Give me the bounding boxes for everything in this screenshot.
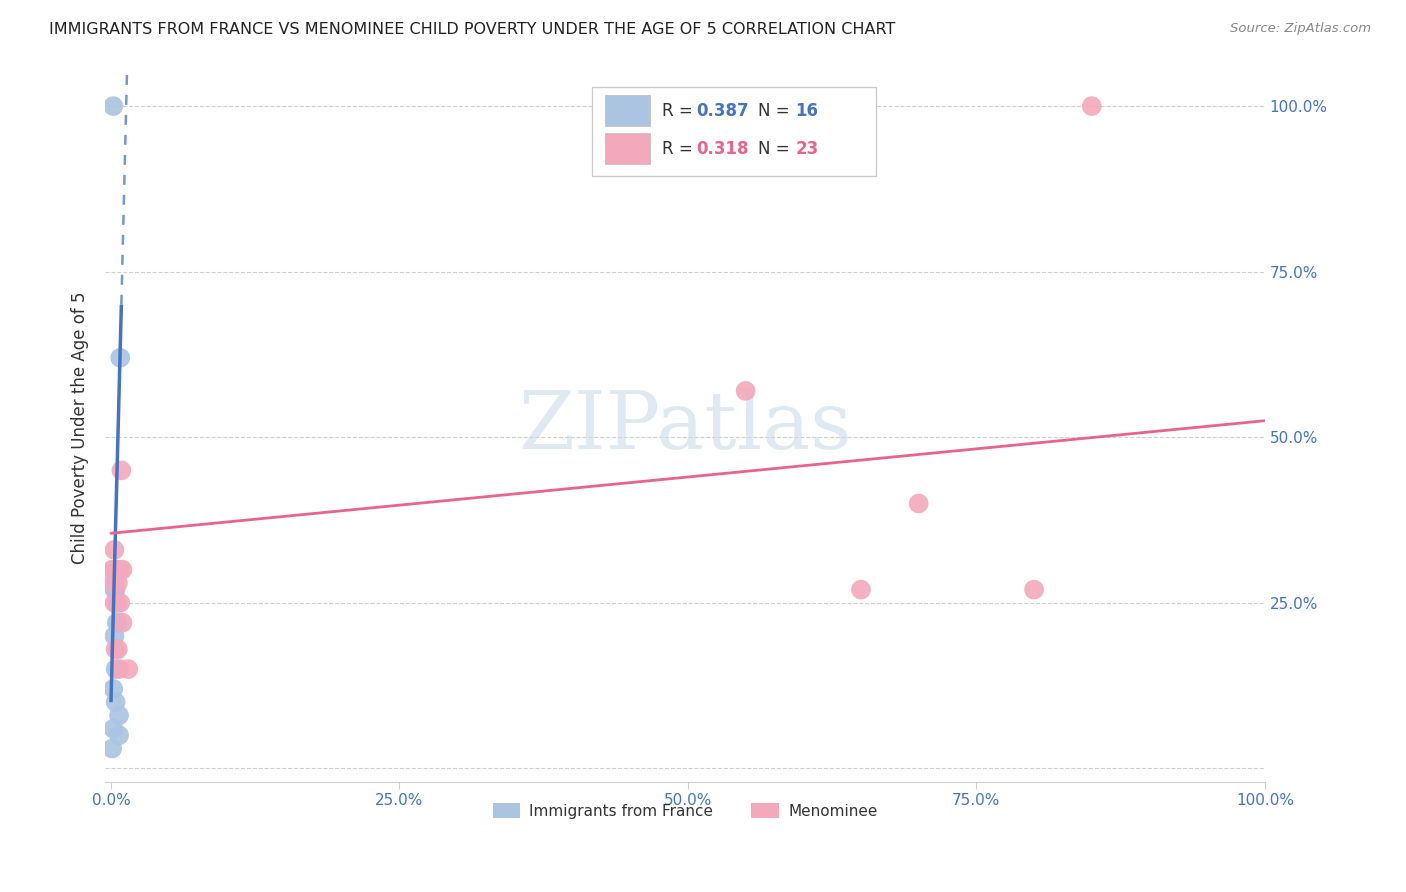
Text: N =: N = <box>758 140 794 158</box>
Point <box>849 582 872 597</box>
Point <box>108 563 131 577</box>
Text: R =: R = <box>662 140 697 158</box>
Point <box>103 681 125 696</box>
Y-axis label: Child Poverty Under the Age of 5: Child Poverty Under the Age of 5 <box>72 291 89 564</box>
Point <box>103 576 125 591</box>
Point <box>101 741 124 756</box>
Point <box>103 563 125 577</box>
FancyBboxPatch shape <box>605 95 650 126</box>
Point <box>107 563 129 577</box>
Point <box>103 722 125 736</box>
Point <box>101 563 124 577</box>
Text: 0.318: 0.318 <box>696 140 749 158</box>
Point <box>105 563 128 577</box>
FancyBboxPatch shape <box>605 133 650 164</box>
Point <box>104 642 127 657</box>
Point <box>105 615 128 630</box>
Text: Source: ZipAtlas.com: Source: ZipAtlas.com <box>1230 22 1371 36</box>
Text: 23: 23 <box>796 140 818 158</box>
Point <box>108 351 131 365</box>
Point <box>103 582 125 597</box>
Point <box>104 582 127 597</box>
Point <box>734 384 756 398</box>
Point <box>111 563 134 577</box>
Text: IMMIGRANTS FROM FRANCE VS MENOMINEE CHILD POVERTY UNDER THE AGE OF 5 CORRELATION: IMMIGRANTS FROM FRANCE VS MENOMINEE CHIL… <box>49 22 896 37</box>
Point <box>103 99 125 113</box>
Point <box>108 728 131 742</box>
Point <box>103 576 125 591</box>
Point <box>1081 99 1104 113</box>
Point <box>1022 582 1045 597</box>
Point <box>107 615 129 630</box>
Text: N =: N = <box>758 102 794 120</box>
Point <box>104 563 127 577</box>
Point <box>107 642 129 657</box>
Text: R =: R = <box>662 102 697 120</box>
Text: 0.387: 0.387 <box>696 102 749 120</box>
Point <box>108 708 131 723</box>
Point <box>103 629 125 643</box>
Point <box>907 496 929 510</box>
Point <box>111 615 134 630</box>
Point <box>108 662 131 676</box>
Point <box>104 695 127 709</box>
Point <box>107 576 129 591</box>
Point <box>117 662 139 676</box>
Point <box>105 596 128 610</box>
Text: ZIPatlas: ZIPatlas <box>519 388 852 467</box>
Legend: Immigrants from France, Menominee: Immigrants from France, Menominee <box>486 797 883 825</box>
Text: 16: 16 <box>796 102 818 120</box>
Point <box>108 596 131 610</box>
Point <box>103 596 125 610</box>
Point <box>110 463 132 477</box>
Point <box>104 662 127 676</box>
Point <box>103 542 125 557</box>
FancyBboxPatch shape <box>592 87 876 176</box>
